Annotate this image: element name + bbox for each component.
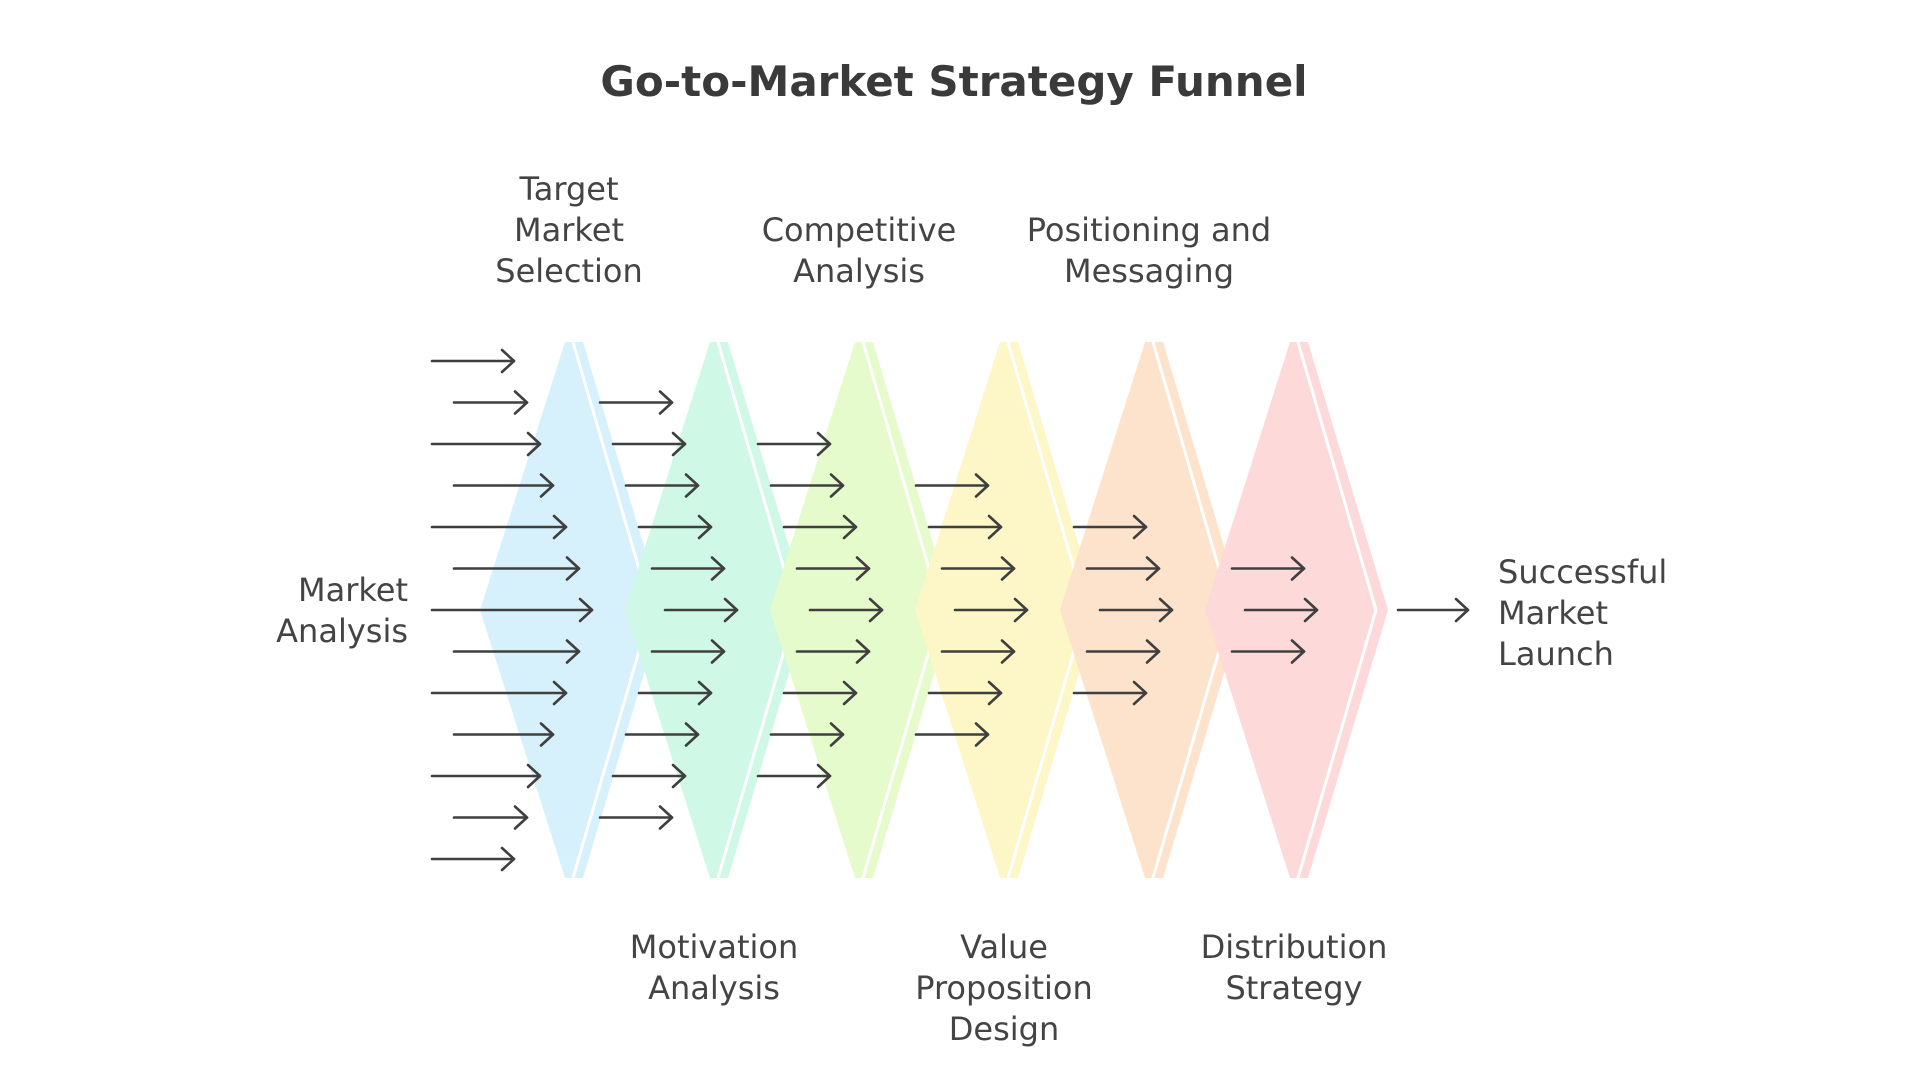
stage-label-3-line: Analysis: [793, 252, 925, 290]
stage-1-arrow: [430, 514, 568, 540]
stage-label-5-line: Messaging: [1064, 252, 1234, 290]
stage-label-3-line: Competitive: [762, 211, 957, 249]
stage-1-arrow: [430, 763, 542, 789]
stage-label-4: Value Proposition Design: [915, 928, 1093, 1048]
stage-4-arrow: [914, 473, 990, 498]
stage-highlight: [1296, 341, 1378, 879]
stage-1-arrow: [430, 846, 516, 872]
arrows-layer: [430, 348, 1470, 872]
end-label-line: Launch: [1498, 635, 1614, 673]
stage-1-arrow: [452, 639, 581, 664]
stage-2-arrow: [598, 805, 674, 830]
stage-1-arrow: [452, 722, 555, 747]
end-label: Successful Market Launch: [1498, 553, 1667, 673]
stage-5-arrow: [1085, 556, 1161, 581]
stage-label-6: Distribution Strategy: [1201, 928, 1388, 1007]
stage-3-arrow: [795, 556, 871, 581]
stage-label-4-line: Value: [960, 928, 1048, 966]
stage-label-5-line: Positioning and: [1027, 211, 1271, 249]
stage-2-arrow: [637, 680, 713, 706]
stage-5-arrow: [1072, 514, 1148, 540]
stage-label-1-line: Market: [514, 211, 624, 249]
stage-6-arrow: [1230, 556, 1306, 581]
stage-2-arrow: [650, 556, 726, 581]
stage-label-2: Motivation Analysis: [630, 928, 798, 1007]
stage-1-arrow: [430, 680, 568, 706]
stage-3-arrow: [782, 514, 858, 540]
stage-label-5: Positioning and Messaging: [1027, 211, 1271, 290]
stage-4-arrow: [927, 514, 1003, 540]
stage-label-1-line: Selection: [495, 252, 642, 290]
stage-1-arrow: [430, 431, 542, 457]
stage-label-3: Competitive Analysis: [762, 211, 957, 290]
stage-1-arrow: [430, 597, 594, 623]
stage-3-arrow: [769, 473, 845, 498]
stage-2-arrow: [611, 431, 687, 457]
stage-1-arrow: [452, 556, 581, 581]
stage-3-arrow: [795, 639, 871, 664]
stage-3-arrow: [756, 763, 832, 789]
stage-4-arrow: [927, 680, 1003, 706]
stage-5-arrow: [1098, 597, 1174, 623]
stage-6-arrow: [1243, 597, 1319, 623]
stage-2-arrow: [611, 763, 687, 789]
stage-label-2-line: Analysis: [648, 969, 780, 1007]
end-label-line: Successful: [1498, 553, 1667, 591]
stage-label-4-line: Design: [949, 1010, 1059, 1048]
stage-3-arrow: [756, 431, 832, 457]
start-label-line: Market: [298, 571, 408, 609]
stage-5-arrow: [1072, 680, 1148, 706]
stage-5-arrow: [1085, 639, 1161, 664]
stage-label-1: Target Market Selection: [495, 170, 642, 290]
stage-label-6-line: Distribution: [1201, 928, 1388, 966]
end-label-line: Market: [1498, 594, 1608, 632]
stage-4-arrow: [940, 556, 1016, 581]
stage-2-arrow: [598, 390, 674, 415]
stage-1-arrow: [452, 805, 529, 830]
stage-3-arrow: [769, 722, 845, 747]
stage-1-arrow: [452, 473, 555, 498]
stage-6-arrow: [1230, 639, 1306, 664]
stage-1-arrow: [430, 348, 516, 374]
stage-label-6-line: Strategy: [1225, 969, 1362, 1007]
final-arrow: [1396, 597, 1470, 623]
stage-4-arrow: [953, 597, 1029, 623]
stage-label-4-line: Proposition: [915, 969, 1093, 1007]
stage-2-arrow: [624, 473, 700, 498]
stage-2-arrow: [624, 722, 700, 747]
diagram-title: Go-to-Market Strategy Funnel: [600, 57, 1307, 106]
start-label-line: Analysis: [276, 612, 408, 650]
stage-3-arrow: [808, 597, 884, 623]
stage-2-arrow: [663, 597, 739, 623]
stage-4-arrow: [940, 639, 1016, 664]
stage-3-arrow: [782, 680, 858, 706]
stage-label-1-line: Target: [519, 170, 619, 208]
stage-4-arrow: [914, 722, 990, 747]
start-label: Market Analysis: [276, 571, 408, 650]
stage-1-arrow: [452, 390, 529, 415]
stage-label-2-line: Motivation: [630, 928, 798, 966]
stage-2-arrow: [650, 639, 726, 664]
stage-2-arrow: [637, 514, 713, 540]
